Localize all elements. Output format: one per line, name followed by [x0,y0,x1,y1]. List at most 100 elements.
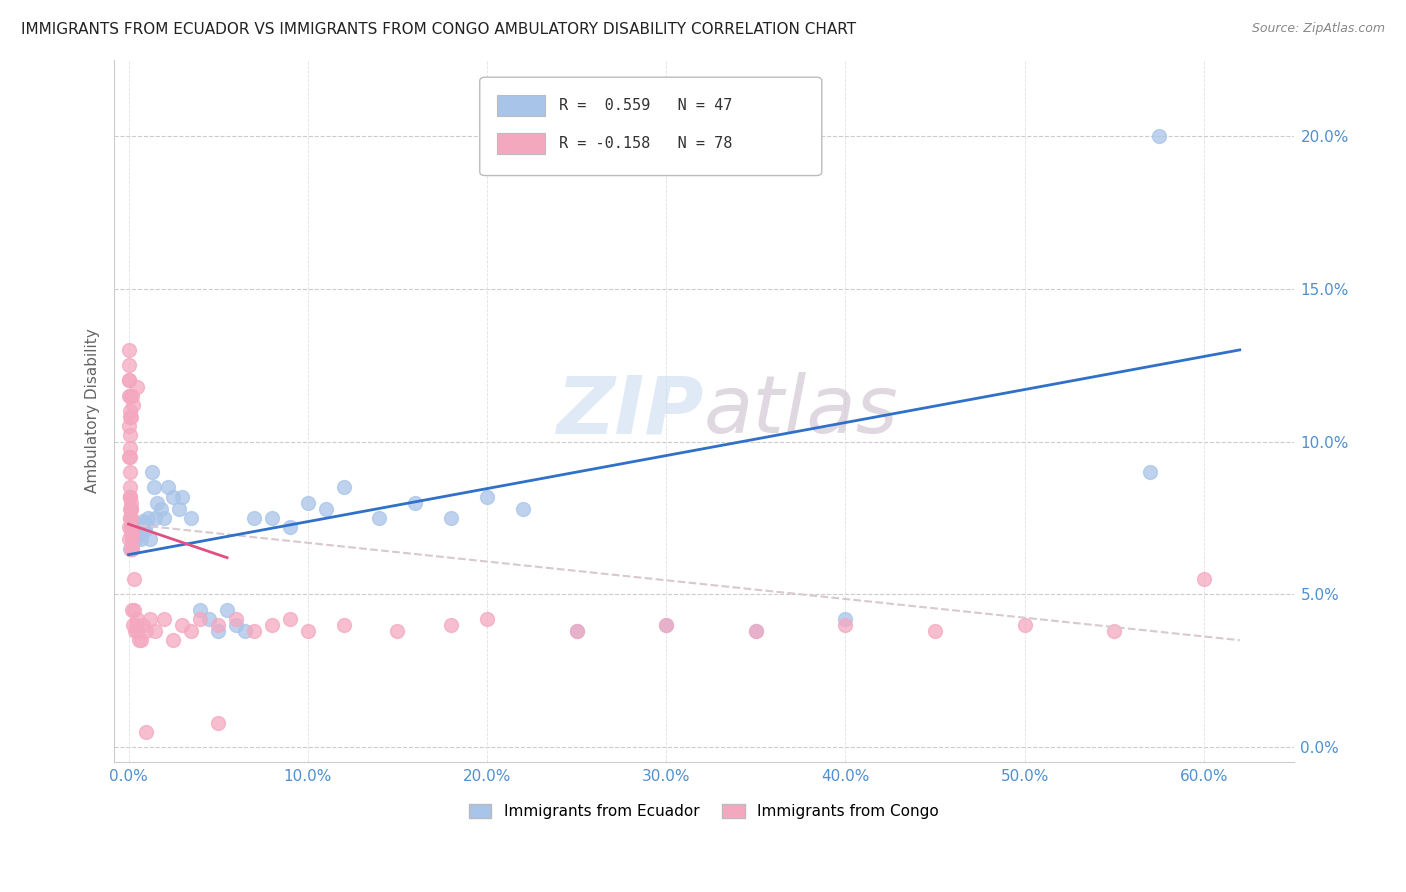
Point [121,533,143,547]
Point [149,501,172,516]
Point [121,541,143,556]
Point [565,624,588,638]
Point [260,511,283,525]
Point [315,501,337,516]
Point [217,602,239,616]
Point [834,612,856,626]
Point [1139,465,1161,479]
Point [1192,572,1215,586]
Point [332,618,354,632]
Point [225,612,247,626]
Point [167,501,190,516]
Point [118,450,141,464]
Point [172,490,194,504]
Point [146,496,169,510]
Point [834,618,856,632]
Point [153,612,176,626]
Point [162,490,184,504]
Point [134,523,156,537]
Point [655,618,678,632]
Point [124,624,146,638]
Point [129,633,152,648]
Point [122,398,145,412]
Point [118,374,141,388]
Point [122,618,145,632]
Point [127,517,149,532]
Point [145,511,167,525]
Point [1147,128,1170,143]
Point [121,389,143,403]
Point [118,450,141,464]
Point [122,602,145,616]
Point [122,520,145,534]
FancyBboxPatch shape [479,78,821,176]
Point [475,490,498,504]
Text: ZIP: ZIP [557,372,704,450]
Point [118,389,141,403]
Point [207,618,229,632]
Point [120,480,142,494]
Point [207,624,229,638]
Point [278,612,301,626]
Y-axis label: Ambulatory Disability: Ambulatory Disability [86,328,100,493]
Point [188,602,211,616]
Point [128,633,150,648]
Point [332,480,354,494]
Point [243,624,266,638]
Point [145,624,167,638]
Point [139,533,162,547]
Point [120,511,142,525]
Point [207,715,229,730]
Point [368,511,391,525]
Point [225,618,247,632]
Point [120,520,142,534]
Point [233,624,256,638]
Point [120,410,142,425]
Point [120,501,142,516]
Point [120,511,142,525]
Text: R = -0.158   N = 78: R = -0.158 N = 78 [558,136,733,152]
Point [121,541,143,556]
Point [132,514,155,528]
Point [475,612,498,626]
Point [387,624,409,638]
FancyBboxPatch shape [498,134,544,154]
Point [121,602,143,616]
Point [1104,624,1126,638]
Point [125,618,148,632]
Point [125,533,148,547]
Point [172,618,194,632]
Point [404,496,426,510]
Point [188,612,211,626]
Point [125,612,148,626]
Point [1014,618,1036,632]
Point [118,358,141,372]
Point [180,511,202,525]
Point [153,511,176,525]
Point [440,511,463,525]
Point [440,618,463,632]
Point [135,724,157,739]
Point [128,526,150,541]
Point [118,410,141,425]
Point [121,526,143,541]
Point [141,465,163,479]
Point [118,374,141,388]
Point [120,490,142,504]
Text: R =  0.559   N = 47: R = 0.559 N = 47 [558,98,733,112]
Point [260,618,283,632]
Point [135,517,157,532]
Point [118,343,141,357]
Point [118,520,141,534]
Point [162,633,184,648]
Point [118,441,141,455]
Point [132,618,155,632]
Point [135,624,157,638]
Point [745,624,768,638]
Point [120,511,142,525]
Point [924,624,946,638]
Point [297,624,319,638]
Point [136,511,159,525]
Point [120,541,142,556]
Point [122,526,145,541]
